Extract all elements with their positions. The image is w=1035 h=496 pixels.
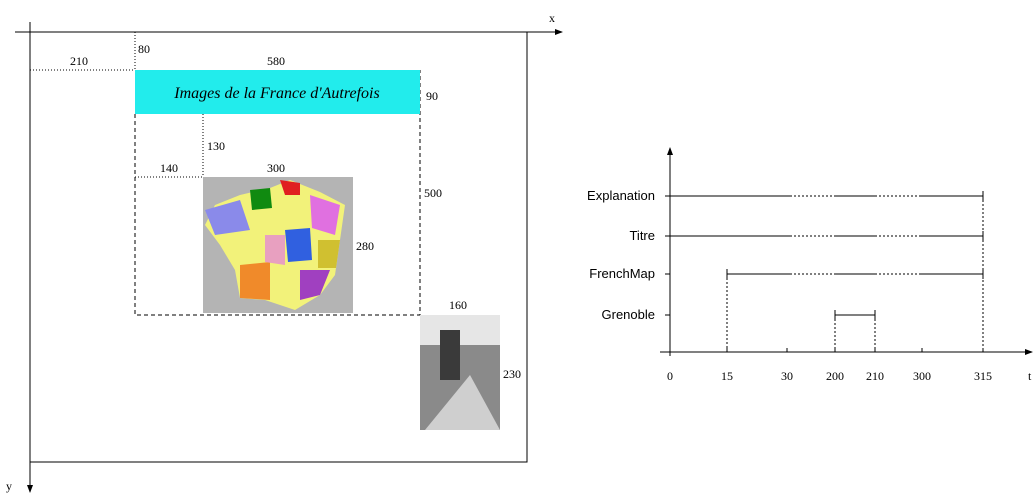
- layout-lines: [15, 22, 563, 493]
- title-box: [135, 70, 420, 114]
- timeline-labels: Explanation Titre FrenchMap Grenoble 0 15 30 20…: [587, 188, 1032, 383]
- tick-label: 15: [721, 369, 733, 383]
- axis-label: x: [549, 11, 555, 25]
- tick-label: 30: [781, 369, 793, 383]
- dimension: 210: [70, 54, 88, 68]
- timeline-lines: [660, 147, 1033, 356]
- axis-label: y: [6, 479, 12, 493]
- dimension: 280: [356, 239, 374, 253]
- title-text: Images de la France d'Autrefois: [173, 85, 379, 102]
- dimension: 90: [426, 89, 438, 103]
- tick-label: 0: [667, 369, 673, 383]
- row-label: Titre: [629, 228, 655, 243]
- dimension: 160: [449, 298, 467, 312]
- tick-label: 210: [866, 369, 884, 383]
- dimension: 230: [503, 367, 521, 381]
- tick-label: 200: [826, 369, 844, 383]
- row-label: FrenchMap: [589, 266, 655, 281]
- photo: [420, 315, 500, 430]
- row-label: Grenoble: [602, 307, 655, 322]
- dimension: 500: [424, 186, 442, 200]
- map-image: [203, 177, 353, 313]
- dimension: 300: [267, 161, 285, 175]
- tick-label: 315: [974, 369, 992, 383]
- row-label: Explanation: [587, 188, 655, 203]
- axis-label: t: [1028, 369, 1032, 383]
- dimension: 580: [267, 54, 285, 68]
- tick-label: 300: [913, 369, 931, 383]
- dimension: 130: [207, 139, 225, 153]
- dimension: 80: [138, 42, 150, 56]
- dimension: 140: [160, 161, 178, 175]
